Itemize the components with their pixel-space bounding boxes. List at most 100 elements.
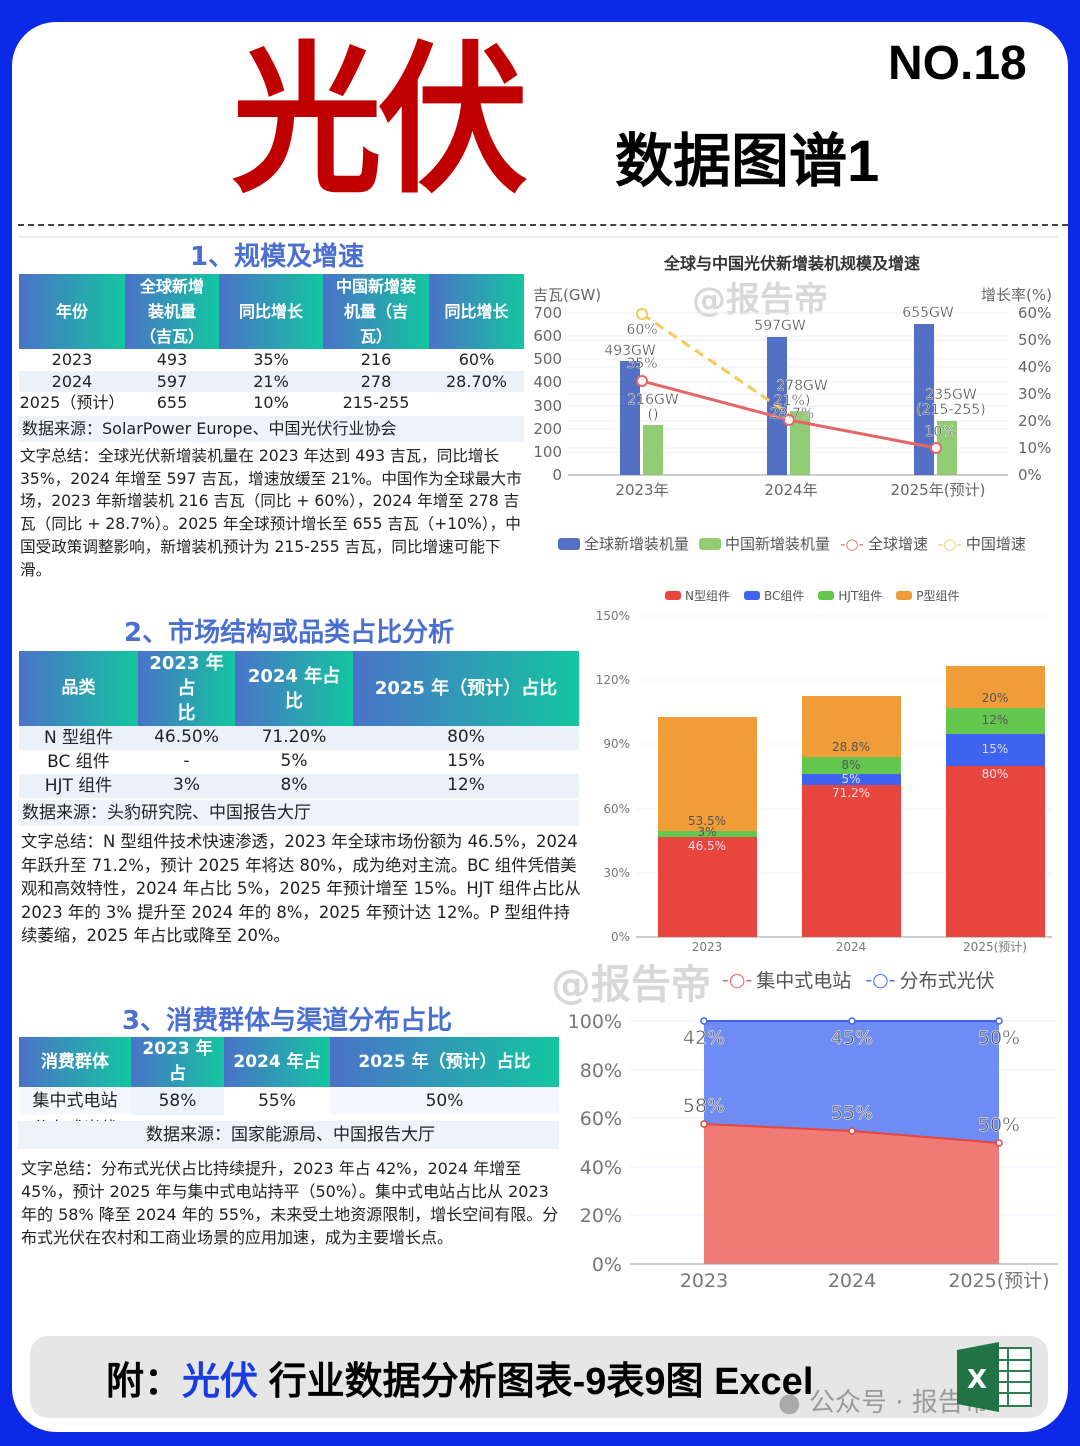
svg-text:100%: 100% (568, 1011, 622, 1033)
bar-hjt-2025 (946, 708, 1045, 734)
cell: 3% (138, 774, 235, 798)
bar-p-2025 (946, 666, 1045, 708)
table-header: 2023 年占 (131, 1037, 224, 1087)
table-header: 2024 年占 (224, 1037, 330, 1087)
svg-text:50%: 50% (978, 1027, 1020, 1049)
chart-channel-share: 0% 20% 40% 60% 80% 100% 42% 45% 50% 58% … (568, 1011, 1058, 1292)
svg-text:2025年(预计): 2025年(预计) (891, 481, 986, 499)
svg-text:2024年: 2024年 (764, 481, 817, 499)
svg-text:55%: 55% (831, 1102, 873, 1124)
svg-text:655GW: 655GW (902, 305, 954, 321)
section3-source: 数据来源：国家能源局、中国报告大厅 (18, 1121, 559, 1149)
cell: 集中式电站 (19, 1087, 131, 1115)
svg-text:0%: 0% (592, 1254, 622, 1276)
svg-text:400: 400 (533, 373, 562, 391)
svg-text:58%: 58% (683, 1095, 725, 1117)
svg-text:12%: 12% (982, 713, 1009, 727)
cell: 215-255 (342, 393, 410, 412)
svg-text:90%: 90% (603, 737, 630, 751)
svg-text:20%: 20% (1018, 412, 1051, 430)
bar-china-2025 (937, 421, 957, 475)
cell: 493 (156, 350, 188, 369)
area-distributed (704, 1021, 999, 1143)
watermark: @报告帝 (551, 962, 711, 1008)
table-header: 消费群体 (19, 1037, 131, 1087)
subtitle: 数据图谱1 (615, 129, 880, 194)
svg-text:0%: 0% (611, 930, 630, 944)
svg-text:50%: 50% (978, 1114, 1020, 1136)
cell: 50% (330, 1087, 559, 1115)
svg-text:235GW: 235GW (925, 387, 977, 403)
svg-text:120%: 120% (596, 673, 630, 687)
svg-text:71.2%: 71.2% (832, 786, 870, 800)
svg-text:0%: 0% (1018, 466, 1042, 484)
table-header: 全球新增 装机量 （吉瓦） (125, 274, 219, 349)
svg-text:50%: 50% (1018, 331, 1051, 349)
section3-title: 3、消费群体与渠道分布占比 (122, 1006, 453, 1036)
wechat-icon: ● (778, 1388, 801, 1418)
svg-text:80%: 80% (982, 767, 1009, 781)
legend-item-n-type[interactable]: N型组件 (665, 587, 730, 604)
legend-item-global[interactable]: 全球新增装机量 (558, 533, 689, 554)
svg-text:60%: 60% (626, 322, 657, 338)
cell: 10% (253, 393, 289, 412)
bar-p-2024 (802, 696, 901, 757)
svg-text:20%: 20% (580, 1205, 622, 1227)
svg-text:28.7%: 28.7% (770, 406, 814, 422)
cell: 55% (258, 1091, 296, 1111)
bar-n-2024 (802, 785, 901, 937)
cell: HJT 组件 (19, 774, 138, 798)
table-header: 同比增长 (429, 274, 524, 349)
area-central (704, 1124, 999, 1264)
legend-item-bc[interactable]: BC组件 (743, 587, 804, 604)
cell: 35% (253, 350, 289, 369)
svg-text:60%: 60% (603, 802, 630, 816)
section1-source: 数据来源：SolarPower Europe、中国光伏行业协会 (18, 416, 524, 442)
svg-text:15%: 15% (982, 742, 1009, 756)
table-header: 中国新增装 机量（吉 瓦） (323, 274, 429, 349)
chart-install-growth: 全球与中国光伏新增装机规模及增速 @报告帝 吉瓦(GW) 增长率(%) 0 10… (533, 254, 1052, 499)
svg-text:30%: 30% (603, 866, 630, 880)
cell: 46.50% (138, 726, 235, 750)
cell: 58% (131, 1087, 224, 1115)
svg-text:2023: 2023 (692, 940, 723, 954)
svg-text:60%: 60% (1018, 304, 1051, 322)
svg-text:597GW: 597GW (754, 318, 806, 334)
chart1-legend: 全球新增装机量 中国新增装机量 -○- 全球增速 -○- 中国增速 (558, 533, 1026, 554)
cell: 216 (360, 350, 392, 369)
chart-module-share: 0% 30% 60% 90% 120% 150% 53.5% 3% 46.5% … (596, 609, 1052, 954)
bar-bc-2024 (802, 774, 901, 785)
bar-hjt-2024 (802, 757, 901, 774)
table-row: HJT 组件 3% 8% 12% (19, 774, 579, 798)
svg-text:150%: 150% (596, 609, 630, 623)
chart3-legend: -○- 集中式电站 -○- 分布式光伏 (722, 966, 995, 993)
svg-text:216GW: 216GW (627, 392, 679, 408)
svg-text:60%: 60% (580, 1108, 622, 1130)
footer-text: 附：光伏 行业数据分析图表-9表9图 Excel (106, 1361, 814, 1403)
legend-item-hjt[interactable]: HJT组件 (818, 587, 882, 604)
legend-item-china[interactable]: 中国新增装机量 (699, 533, 830, 554)
svg-text:2023年: 2023年 (615, 481, 668, 499)
chart2-legend: N型组件 BC组件 HJT组件 P型组件 (665, 587, 960, 604)
bar-global-2023 (620, 361, 640, 475)
section1-title: 1、规模及增速 (190, 242, 365, 272)
svg-text:20%: 20% (982, 691, 1009, 705)
legend-item-p-type[interactable]: P型组件 (896, 587, 960, 604)
bar-bc-2025 (946, 734, 1045, 766)
table-row: BC 组件 - 5% 15% (19, 750, 579, 774)
cell: 655 (156, 393, 188, 412)
table-header: 2024 年占比 (235, 651, 353, 726)
legend-item-central[interactable]: -○- 集中式电站 (722, 968, 852, 993)
svg-text:X: X (967, 1365, 987, 1395)
cell: 60% (458, 350, 495, 369)
legend-item-distributed[interactable]: -○- 分布式光伏 (865, 968, 995, 993)
table-header: 2023 年占比 (138, 651, 235, 726)
bar-n-2023 (658, 837, 757, 937)
svg-text:2024: 2024 (828, 1270, 876, 1292)
header-divider (18, 224, 1068, 226)
svg-text:2023: 2023 (680, 1270, 728, 1292)
legend-item-china-growth[interactable]: -○- 中国增速 (937, 534, 1026, 554)
legend-item-global-growth[interactable]: -○- 全球增速 (840, 534, 928, 554)
bar-china-2024 (790, 411, 810, 475)
cell: 12% (353, 774, 579, 798)
